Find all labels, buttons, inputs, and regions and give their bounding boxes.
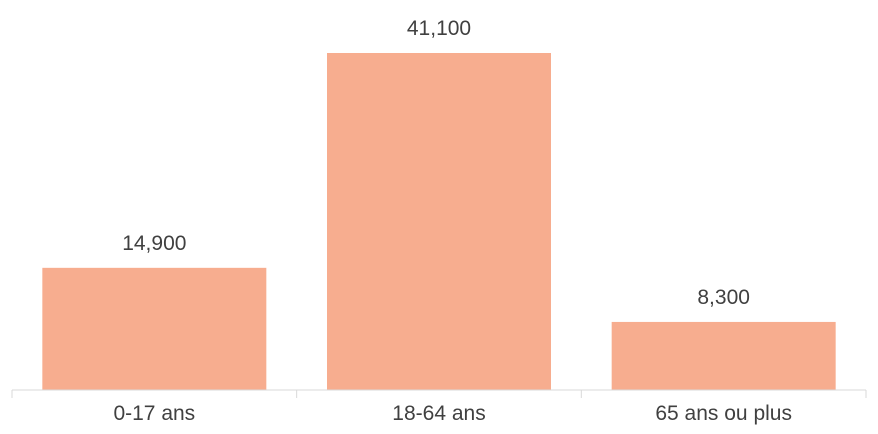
bar-value-label-3: 8,300 xyxy=(697,286,750,309)
bar-value-label-1: 14,900 xyxy=(122,232,186,255)
bar-3 xyxy=(611,321,836,390)
category-label-2: 18-64 ans xyxy=(392,402,485,425)
bar-1 xyxy=(42,267,267,390)
value-labels-layer: 14,900 41,100 8,300 xyxy=(122,17,750,309)
x-axis xyxy=(11,389,867,398)
bars-layer xyxy=(42,53,836,390)
category-label-3: 65 ans ou plus xyxy=(655,402,792,425)
category-label-1: 0-17 ans xyxy=(113,402,195,425)
bar-2 xyxy=(327,53,551,390)
category-labels-layer: 0-17 ans 18-64 ans 65 ans ou plus xyxy=(113,402,792,425)
bar-value-label-2: 41,100 xyxy=(407,17,471,40)
